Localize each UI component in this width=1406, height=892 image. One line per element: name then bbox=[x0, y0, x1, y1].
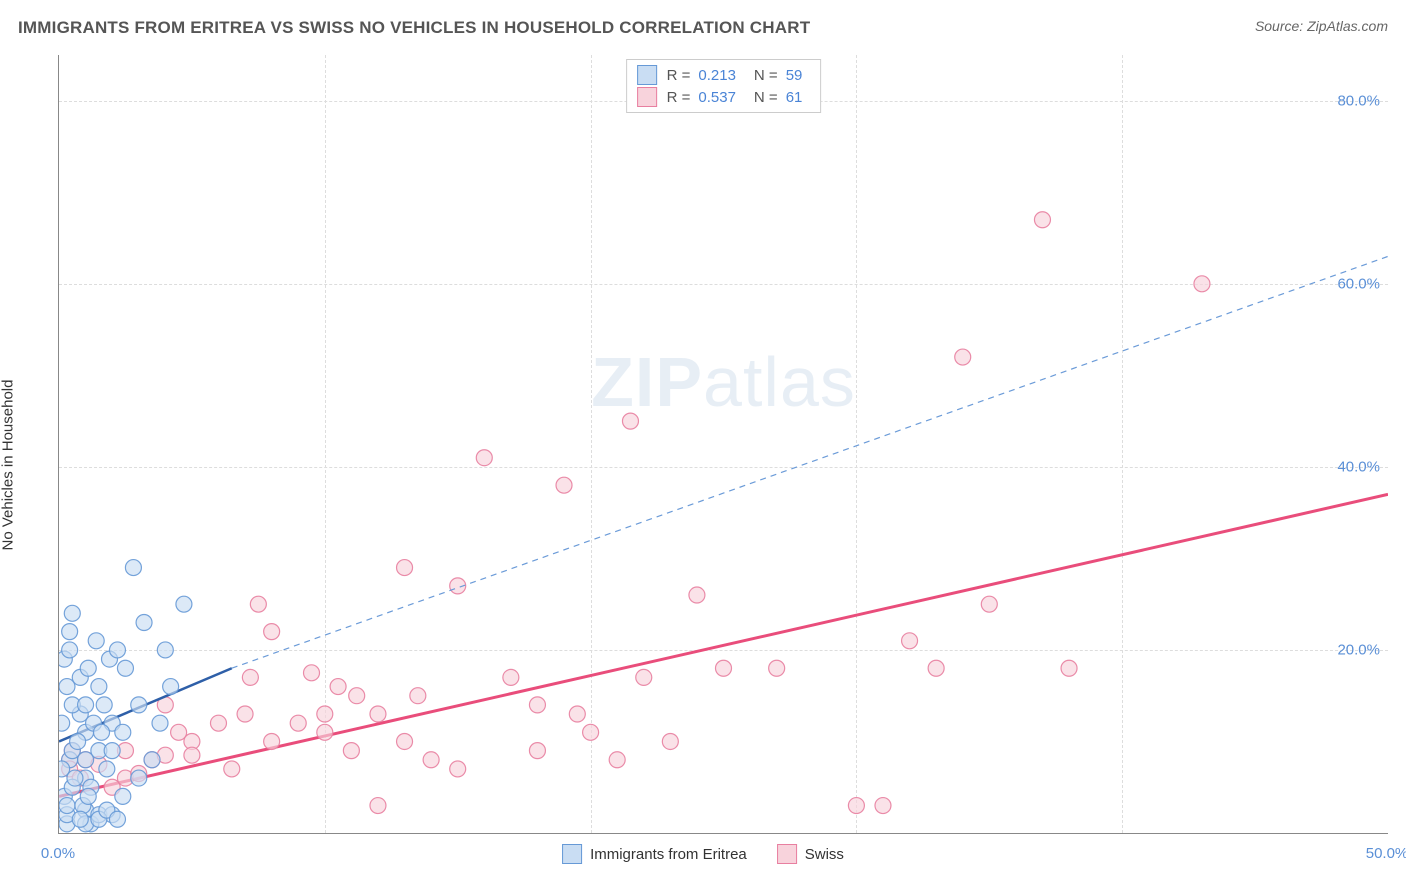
legend-label-eritrea: Immigrants from Eritrea bbox=[590, 846, 747, 863]
legend-label-swiss: Swiss bbox=[805, 846, 844, 863]
stats-row-swiss: R = 0.537 N = 61 bbox=[637, 86, 811, 108]
r-value-eritrea: 0.213 bbox=[698, 67, 736, 84]
n-value-eritrea: 59 bbox=[786, 67, 803, 84]
swatch-eritrea-icon bbox=[562, 844, 582, 864]
r-label: R = bbox=[667, 67, 691, 84]
source-name: ZipAtlas.com bbox=[1307, 18, 1388, 34]
y-axis-label: No Vehicles in Household bbox=[0, 379, 17, 550]
source-attribution: Source: ZipAtlas.com bbox=[1255, 18, 1388, 34]
swatch-swiss bbox=[637, 87, 657, 107]
swatch-eritrea bbox=[637, 65, 657, 85]
series-legend: Immigrants from Eritrea Swiss bbox=[562, 844, 844, 864]
chart-header: IMMIGRANTS FROM ERITREA VS SWISS NO VEHI… bbox=[18, 18, 1388, 48]
n-label: N = bbox=[754, 89, 778, 106]
swatch-swiss-icon bbox=[777, 844, 797, 864]
chart-container: No Vehicles in Household R = 0.213 N = 5… bbox=[18, 55, 1388, 874]
legend-item-eritrea: Immigrants from Eritrea bbox=[562, 844, 747, 864]
n-label: N = bbox=[754, 67, 778, 84]
legend-item-swiss: Swiss bbox=[777, 844, 844, 864]
n-value-swiss: 61 bbox=[786, 89, 803, 106]
chart-title: IMMIGRANTS FROM ERITREA VS SWISS NO VEHI… bbox=[18, 18, 810, 37]
source-prefix: Source: bbox=[1255, 18, 1307, 34]
x-tick-label: 0.0% bbox=[41, 845, 75, 862]
x-tick-label: 50.0% bbox=[1366, 845, 1406, 862]
r-value-swiss: 0.537 bbox=[698, 89, 736, 106]
stats-row-eritrea: R = 0.213 N = 59 bbox=[637, 64, 811, 86]
scatter-svg bbox=[59, 55, 1388, 833]
stats-legend: R = 0.213 N = 59 R = 0.537 N = 61 bbox=[626, 59, 822, 113]
r-label: R = bbox=[667, 89, 691, 106]
plot-area: R = 0.213 N = 59 R = 0.537 N = 61 ZIPatl… bbox=[58, 55, 1388, 834]
